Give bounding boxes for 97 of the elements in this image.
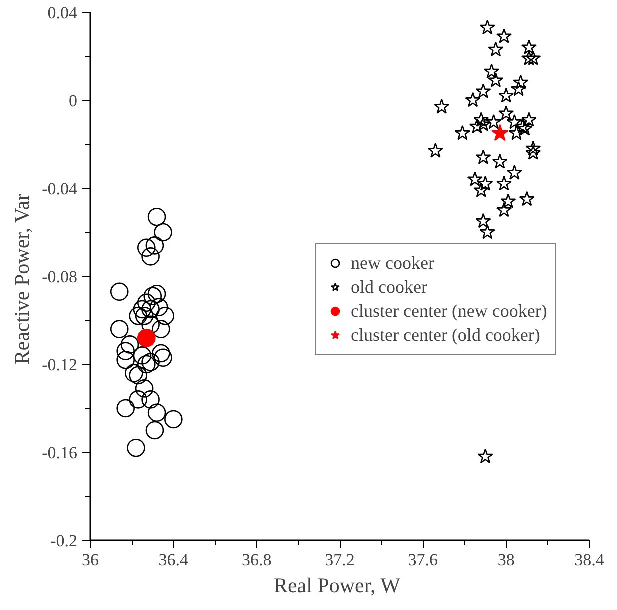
x-tick-label: 37.6 xyxy=(408,550,438,570)
point xyxy=(137,355,156,374)
point xyxy=(508,125,525,140)
point xyxy=(491,124,509,142)
point xyxy=(480,224,496,240)
point xyxy=(478,176,494,191)
point xyxy=(476,213,492,228)
x-axis-title: Real Power, W xyxy=(274,574,401,598)
legend-label: cluster center (new cooker) xyxy=(351,300,548,322)
point xyxy=(137,294,156,312)
point xyxy=(156,306,174,326)
point xyxy=(469,118,486,134)
x-tick-label: 36.8 xyxy=(242,550,272,570)
point xyxy=(526,50,542,66)
point xyxy=(519,191,535,206)
point xyxy=(142,248,160,266)
point xyxy=(500,194,516,208)
point xyxy=(133,300,152,319)
point xyxy=(488,72,504,88)
point xyxy=(480,20,496,35)
point xyxy=(142,390,160,409)
point xyxy=(496,202,512,218)
point xyxy=(120,336,140,354)
point xyxy=(526,145,542,160)
point xyxy=(476,84,492,98)
x-tick-label: 37.2 xyxy=(325,550,355,570)
point xyxy=(498,106,514,120)
point xyxy=(146,236,164,255)
point xyxy=(152,344,170,363)
point xyxy=(521,50,537,66)
point xyxy=(129,390,148,409)
point xyxy=(135,380,154,398)
point xyxy=(125,364,144,382)
point xyxy=(127,438,146,458)
point xyxy=(506,164,522,180)
y-tick-label: -0.12 xyxy=(42,356,78,374)
legend-label: cluster center (old cooker) xyxy=(351,324,540,346)
point xyxy=(521,112,537,128)
point xyxy=(142,353,160,372)
point xyxy=(474,182,490,198)
point xyxy=(137,238,156,258)
point xyxy=(148,208,166,226)
point xyxy=(137,328,156,348)
x-tick-label: 36.4 xyxy=(158,550,190,570)
y-tick-label: 0.04 xyxy=(48,4,78,22)
y-tick-label: -0.04 xyxy=(42,180,78,198)
y-tick-label: -0.2 xyxy=(50,532,78,550)
point xyxy=(129,306,148,326)
point xyxy=(526,140,542,156)
x-tick-label: 36 xyxy=(82,550,99,570)
point xyxy=(488,42,504,57)
point xyxy=(465,92,481,108)
point xyxy=(135,306,154,326)
point xyxy=(154,223,172,242)
point xyxy=(116,350,135,370)
y-axis-title: Reactive Power, Var xyxy=(10,194,34,365)
point xyxy=(454,125,470,140)
point xyxy=(129,366,148,385)
point xyxy=(164,410,183,429)
point xyxy=(511,81,527,96)
point xyxy=(486,114,502,130)
point xyxy=(154,348,172,368)
point xyxy=(506,114,522,130)
point xyxy=(492,154,508,169)
point xyxy=(152,320,170,338)
point xyxy=(476,150,492,164)
point xyxy=(133,346,152,365)
x-tick-label: 38.4 xyxy=(574,550,605,570)
point xyxy=(496,176,512,191)
point xyxy=(474,112,490,128)
point xyxy=(513,74,529,90)
point xyxy=(116,342,135,360)
point xyxy=(498,88,514,103)
legend-label: new cooker xyxy=(351,252,434,274)
point xyxy=(110,320,129,338)
point xyxy=(110,282,129,302)
point xyxy=(521,40,537,54)
point xyxy=(467,172,483,186)
point xyxy=(146,421,164,440)
point xyxy=(144,287,162,306)
point xyxy=(484,64,500,79)
point xyxy=(150,298,168,316)
point xyxy=(142,316,160,334)
point xyxy=(496,28,512,44)
point xyxy=(476,116,492,132)
point xyxy=(148,284,166,304)
point xyxy=(116,399,135,418)
point xyxy=(478,448,494,464)
point xyxy=(434,98,450,114)
y-tick-label: -0.08 xyxy=(42,268,78,286)
point xyxy=(428,142,444,158)
x-tick-label: 38 xyxy=(498,550,515,570)
y-tick-label: -0.16 xyxy=(42,444,78,462)
y-tick-label: 0 xyxy=(69,92,78,110)
point xyxy=(142,300,160,319)
legend-label: old cooker xyxy=(351,276,428,298)
point xyxy=(148,404,166,422)
